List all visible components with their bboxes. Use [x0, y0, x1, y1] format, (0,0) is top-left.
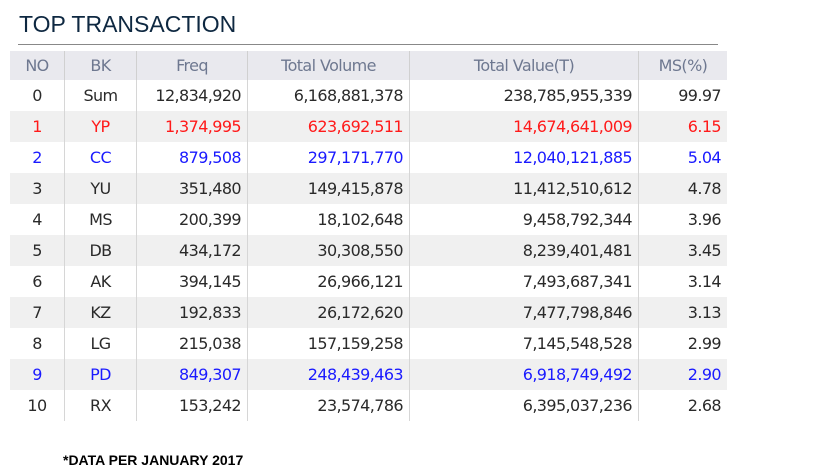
cell-bk: LG — [64, 328, 137, 359]
table-row[interactable]: 7 KZ 192,833 26,172,620 7,477,798,846 3.13 — [10, 297, 727, 328]
table-row[interactable]: 8 LG 215,038 157,159,258 7,145,548,528 2.99 — [10, 328, 727, 359]
column-header-freq[interactable]: Freq — [136, 51, 248, 80]
cell-bk: AK — [64, 266, 137, 297]
cell-total-volume: 297,171,770 — [247, 142, 410, 173]
cell-total-volume: 6,168,881,378 — [247, 80, 410, 111]
cell-bk: YU — [64, 173, 137, 204]
cell-freq: 351,480 — [136, 173, 248, 204]
table-row[interactable]: 3 YU 351,480 149,415,878 11,412,510,612 4.78 — [10, 173, 727, 204]
cell-total-value: 7,493,687,341 — [409, 266, 639, 297]
cell-bk: MS — [64, 204, 137, 235]
page-title: TOP TRANSACTION — [19, 11, 237, 37]
cell-no: 4 — [32, 210, 42, 229]
cell-total-value: 12,040,121,885 — [409, 142, 639, 173]
cell-total-volume: 18,102,648 — [247, 204, 410, 235]
column-header-total-value[interactable]: Total Value(T) — [409, 51, 639, 80]
cell-total-value: 11,412,510,612 — [409, 173, 639, 204]
cell-total-volume: 30,308,550 — [247, 235, 410, 266]
cell-bk: YP — [64, 111, 137, 142]
column-header-ms[interactable]: MS(%) — [638, 51, 727, 80]
table-row[interactable]: 6 AK 394,145 26,966,121 7,493,687,341 3.14 — [10, 266, 727, 297]
column-header-bk[interactable]: BK — [64, 51, 137, 80]
column-header-no[interactable]: NO — [10, 51, 65, 80]
table-row[interactable]: 9 PD 849,307 248,439,463 6,918,749,492 2.90 — [10, 359, 727, 390]
cell-total-volume: 23,574,786 — [247, 390, 410, 421]
cell-total-volume: 26,966,121 — [247, 266, 410, 297]
cell-freq: 215,038 — [136, 328, 248, 359]
cell-bk: KZ — [64, 297, 137, 328]
cell-no: 8 — [32, 334, 42, 353]
cell-bk: Sum — [64, 80, 137, 111]
title-divider — [18, 44, 718, 45]
cell-freq: 1,374,995 — [136, 111, 248, 142]
cell-freq: 434,172 — [136, 235, 248, 266]
cell-total-value: 7,477,798,846 — [409, 297, 639, 328]
cell-freq: 849,307 — [136, 359, 248, 390]
cell-no: 5 — [10, 235, 65, 266]
cell-total-volume: 623,692,511 — [247, 111, 410, 142]
cell-no: 10 — [27, 396, 47, 415]
cell-total-volume: 248,439,463 — [247, 359, 410, 390]
table-row[interactable]: 2 CC 879,508 297,171,770 12,040,121,885 5.04 — [10, 142, 727, 173]
footnote: *DATA PER JANUARY 2017 — [63, 452, 244, 468]
cell-bk: PD — [64, 359, 137, 390]
cell-ms: 2.99 — [638, 328, 727, 359]
cell-no: 7 — [10, 297, 65, 328]
table-row[interactable]: 1 YP 1,374,995 623,692,511 14,674,641,009 6.1… — [10, 111, 727, 142]
cell-no: 0 — [32, 86, 42, 105]
cell-bk: DB — [64, 235, 137, 266]
cell-freq: 200,399 — [136, 204, 248, 235]
cell-ms: 5.04 — [638, 142, 727, 173]
cell-total-value: 9,458,792,344 — [409, 204, 639, 235]
cell-total-volume: 157,159,258 — [247, 328, 410, 359]
cell-freq: 12,834,920 — [136, 80, 248, 111]
cell-ms: 4.78 — [638, 173, 727, 204]
cell-ms: 3.13 — [638, 297, 727, 328]
cell-ms: 6.15 — [638, 111, 727, 142]
cell-ms: 3.96 — [638, 204, 727, 235]
cell-no: 9 — [10, 359, 65, 390]
cell-total-volume: 26,172,620 — [247, 297, 410, 328]
cell-total-value: 7,145,548,528 — [409, 328, 639, 359]
cell-no: 3 — [10, 173, 65, 204]
cell-total-value: 238,785,955,339 — [409, 80, 639, 111]
table-row[interactable]: 4 MS 200,399 18,102,648 9,458,792,344 3.96 — [10, 204, 727, 235]
cell-ms: 2.68 — [638, 390, 727, 421]
cell-freq: 394,145 — [136, 266, 248, 297]
cell-ms: 99.97 — [638, 80, 727, 111]
cell-freq: 879,508 — [136, 142, 248, 173]
cell-no: 6 — [32, 272, 42, 291]
cell-bk: CC — [64, 142, 137, 173]
cell-total-value: 8,239,401,481 — [409, 235, 639, 266]
table-row[interactable]: 0 Sum 12,834,920 6,168,881,378 238,785,955,3… — [10, 80, 727, 111]
table-row[interactable]: 5 DB 434,172 30,308,550 8,239,401,481 3.45 — [10, 235, 727, 266]
cell-ms: 3.45 — [638, 235, 727, 266]
table-header-row: NO BK Freq Total Volume Total Value(T) M… — [10, 51, 727, 80]
cell-freq: 153,242 — [136, 390, 248, 421]
cell-total-volume: 149,415,878 — [247, 173, 410, 204]
cell-no: 2 — [32, 148, 42, 167]
cell-freq: 192,833 — [136, 297, 248, 328]
cell-total-value: 6,918,749,492 — [409, 359, 639, 390]
cell-ms: 3.14 — [638, 266, 727, 297]
table-row[interactable]: 10 RX 153,242 23,574,786 6,395,037,236 2.68 — [10, 390, 727, 421]
cell-no: 1 — [10, 111, 65, 142]
cell-ms: 2.90 — [638, 359, 727, 390]
column-header-total-volume[interactable]: Total Volume — [247, 51, 410, 80]
cell-total-value: 14,674,641,009 — [409, 111, 639, 142]
cell-bk: RX — [64, 390, 137, 421]
cell-total-value: 6,395,037,236 — [409, 390, 639, 421]
top-transaction-table: NO BK Freq Total Volume Total Value(T) M… — [10, 51, 727, 421]
